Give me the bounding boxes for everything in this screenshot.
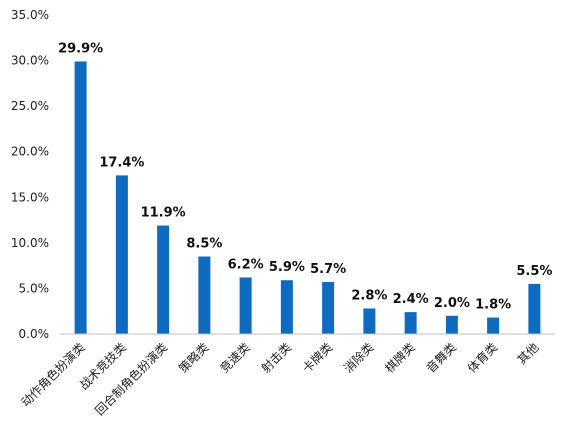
y-tick-label: 30.0%	[11, 54, 49, 68]
data-labels: 29.9% 17.4% 11.9% 8.5% 6.2% 5.9% 5.7% 2.8% 2.4% 2…	[58, 41, 552, 312]
x-tick-label: 体育类	[464, 340, 500, 376]
bar	[363, 308, 376, 334]
bars	[74, 61, 541, 335]
y-tick-label: 25.0%	[11, 99, 49, 113]
bar	[280, 280, 293, 334]
data-label: 1.8%	[475, 298, 511, 313]
x-tick-label: 策略类	[175, 340, 211, 376]
data-label: 17.4%	[99, 155, 144, 170]
bar	[115, 175, 128, 334]
bar	[445, 315, 458, 334]
data-label: 2.4%	[393, 292, 429, 307]
bar	[528, 283, 541, 334]
data-label: 11.9%	[141, 206, 186, 221]
data-label: 5.9%	[269, 260, 305, 275]
y-tick-label: 0.0%	[19, 327, 50, 341]
x-tick-label: 其他	[515, 340, 542, 367]
data-label: 6.2%	[228, 257, 264, 272]
data-label: 5.5%	[516, 264, 552, 279]
x-tick-label: 回合制角色扮演类	[92, 340, 170, 418]
x-tick-label: 棋牌类	[382, 340, 417, 375]
bar	[487, 317, 500, 334]
y-axis: 0.0% 5.0% 10.0% 15.0% 20.0% 25.0% 30.0% 35.0%	[11, 8, 49, 341]
x-tick-label: 射击类	[258, 340, 294, 376]
bar	[404, 312, 417, 334]
x-tick-label: 消除类	[340, 340, 376, 376]
x-tick-label: 卡牌类	[300, 340, 335, 375]
y-tick-label: 20.0%	[11, 145, 49, 159]
bar	[157, 225, 170, 334]
x-tick-label: 动作角色扮演类	[18, 340, 88, 410]
data-label: 2.8%	[351, 288, 387, 303]
y-tick-label: 15.0%	[11, 190, 49, 204]
y-tick-label: 5.0%	[19, 281, 50, 295]
data-label: 2.0%	[434, 296, 470, 311]
bar	[322, 282, 335, 334]
bar	[198, 256, 211, 334]
data-label: 8.5%	[186, 237, 222, 252]
bar	[239, 277, 252, 334]
y-tick-label: 10.0%	[11, 236, 49, 250]
data-label: 29.9%	[58, 41, 103, 56]
x-tick-label: 竞速类	[217, 340, 252, 375]
x-tick-label: 音舞类	[423, 340, 459, 376]
data-label: 5.7%	[310, 262, 346, 277]
y-tick-label: 35.0%	[11, 8, 49, 22]
bar	[74, 61, 87, 335]
